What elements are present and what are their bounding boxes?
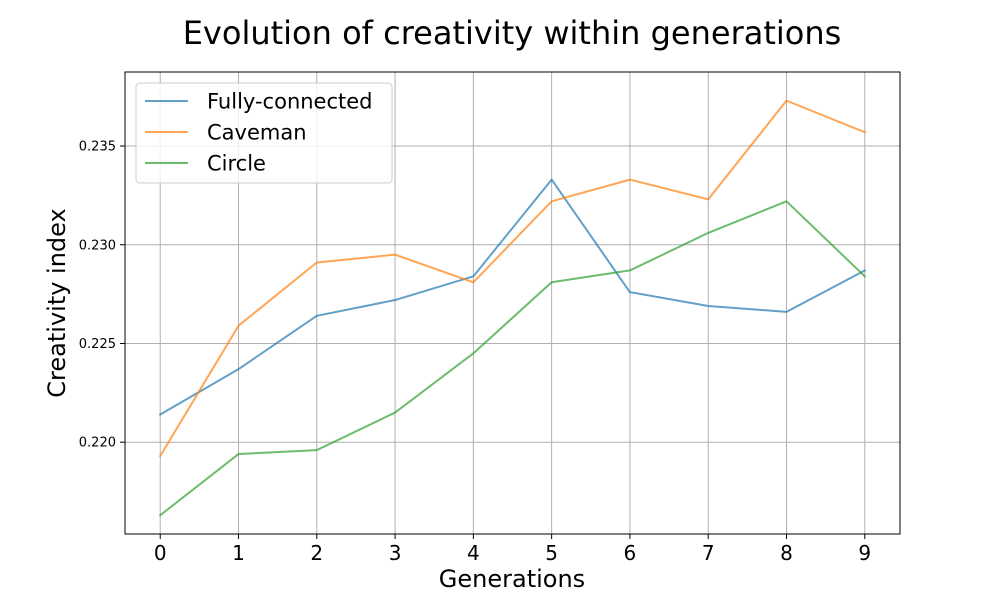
x-axis-ticks: 0 1 2 3 4 5 6 7 8 9	[154, 534, 871, 565]
legend-box	[135, 82, 393, 184]
x-tick-label: 5	[545, 541, 558, 565]
y-tick-label: 0.220	[79, 436, 116, 451]
y-axis-label: Creativity index	[43, 208, 71, 397]
y-tick-label: 0.225	[79, 337, 116, 352]
x-tick-label: 3	[389, 541, 402, 565]
x-tick-label: 7	[702, 541, 715, 565]
y-axis-ticks: 0.220 0.225 0.230 0.235	[79, 140, 125, 451]
plot-frame	[124, 71, 901, 535]
legend-label: Circle	[207, 152, 266, 176]
chart-title: Evolution of creativity within generatio…	[183, 14, 842, 52]
x-tick-label: 2	[310, 541, 323, 565]
series-lines	[158, 99, 867, 517]
x-tick-label: 6	[624, 541, 637, 565]
y-tick-label: 0.230	[79, 238, 116, 253]
series-line-circle	[158, 200, 867, 517]
x-tick-label: 8	[780, 541, 793, 565]
x-tick-label: 4	[467, 541, 480, 565]
series-line-caveman	[158, 99, 867, 458]
y-tick-label: 0.235	[79, 140, 116, 155]
x-axis-label: Generations	[439, 565, 585, 593]
x-tick-label: 1	[232, 541, 245, 565]
series-line-fully-connected	[158, 178, 867, 416]
x-tick-label: 9	[858, 541, 871, 565]
legend: Fully-connected Caveman Circle	[135, 82, 393, 184]
legend-label: Caveman	[207, 121, 307, 145]
x-tick-label: 0	[154, 541, 167, 565]
legend-label: Fully-connected	[207, 90, 373, 114]
